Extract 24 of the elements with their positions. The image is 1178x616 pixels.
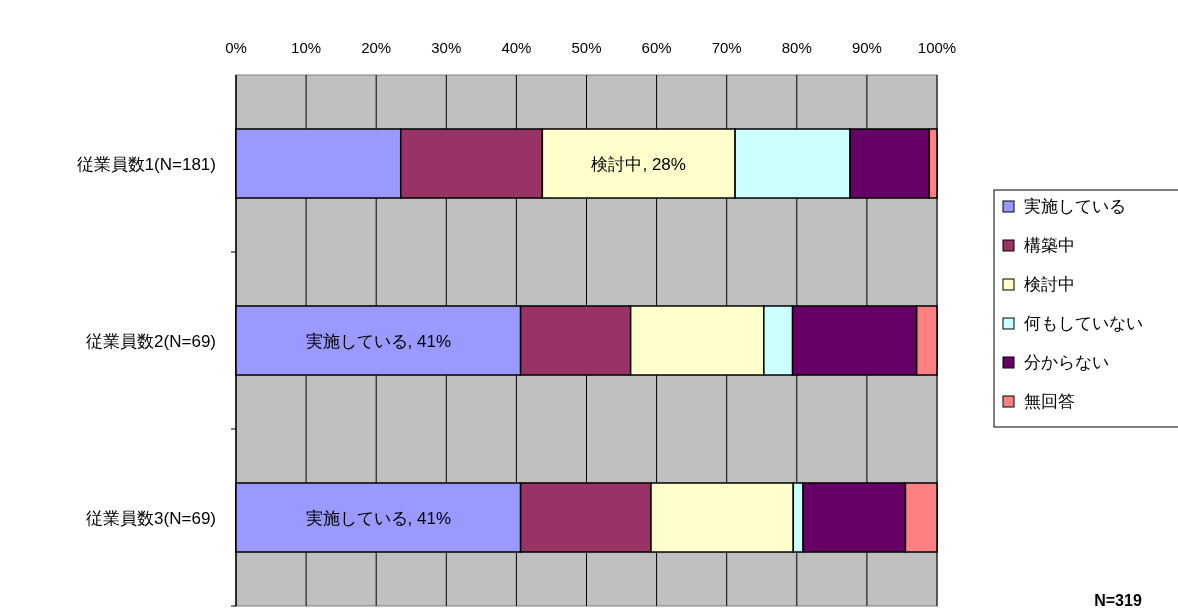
legend-label: 検討中: [1024, 275, 1075, 294]
text: N=319: [1094, 592, 1142, 609]
legend-label: 無回答: [1024, 392, 1075, 411]
y-tick-label: 従業員数1(N=181): [76, 154, 216, 174]
x-tick-label: 50%: [571, 39, 602, 56]
x-tick-label: 0%: [225, 39, 247, 56]
x-tick-label: 30%: [431, 39, 462, 56]
y-tick-label: 従業員数2(N=69): [86, 331, 216, 351]
legend-label: 実施している: [1024, 197, 1126, 216]
legend-label: 分からない: [1024, 353, 1109, 372]
x-tick-label: 90%: [851, 39, 882, 56]
y-tick-label: 従業員数3(N=69): [86, 508, 216, 528]
data-label: 実施している, 41%: [305, 331, 452, 351]
legend-label: 構築中: [1024, 236, 1075, 255]
data-label: 実施している, 41%: [305, 508, 452, 528]
x-tick-label: 20%: [361, 39, 392, 56]
x-tick-label: 10%: [291, 39, 322, 56]
x-tick-label: 80%: [781, 39, 812, 56]
data-label: 検討中, 28%: [591, 154, 686, 174]
x-tick-label: 40%: [501, 39, 532, 56]
x-tick-label: 100%: [917, 39, 957, 56]
legend-label: 何もしていない: [1024, 314, 1143, 333]
x-tick-label: 60%: [641, 39, 672, 56]
x-tick-label: 70%: [711, 39, 742, 56]
